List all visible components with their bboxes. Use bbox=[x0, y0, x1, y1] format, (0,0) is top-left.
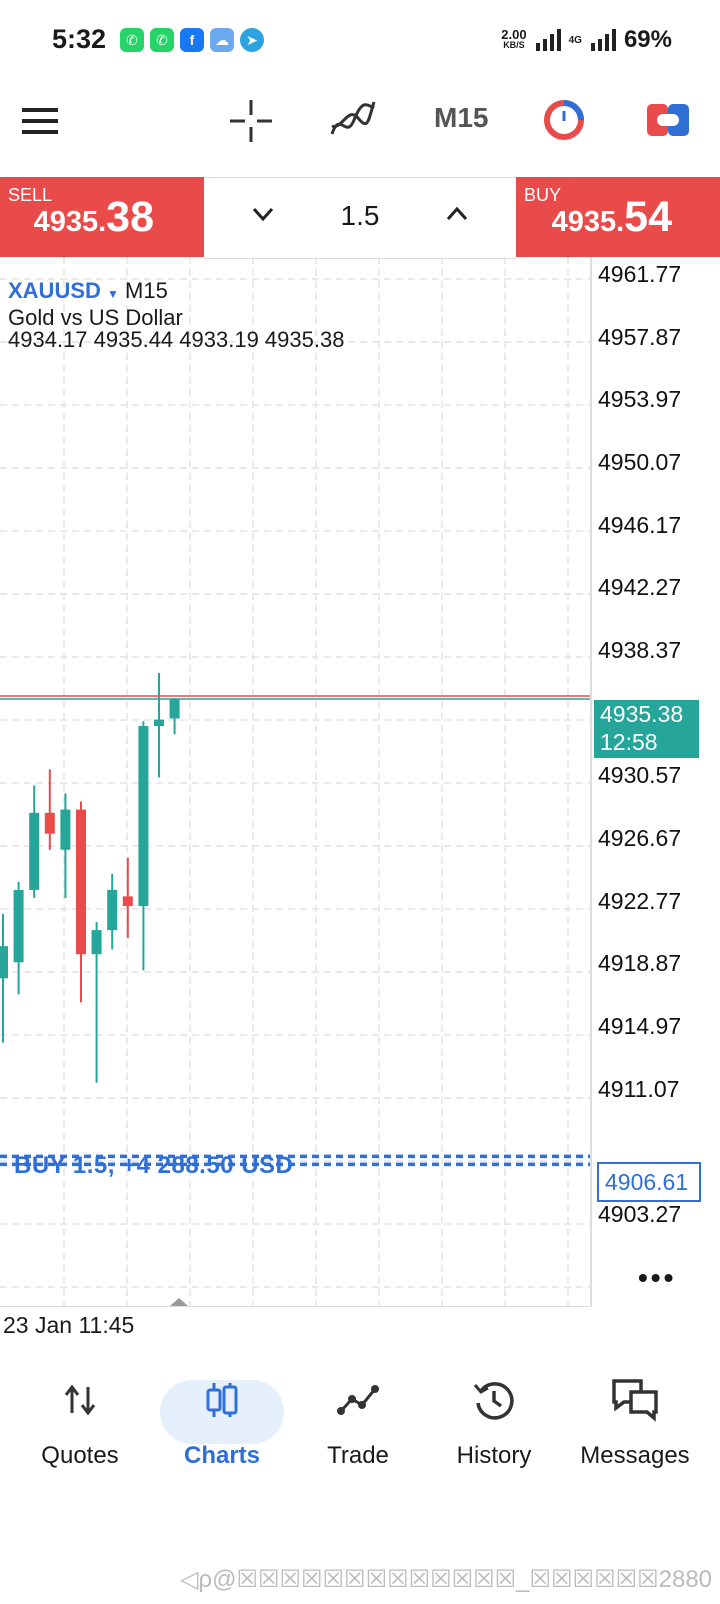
chart-grid-vertical bbox=[63, 257, 569, 1307]
more-options-icon[interactable]: ••• bbox=[638, 1262, 677, 1293]
decrease-lot-icon[interactable] bbox=[252, 206, 274, 222]
chart-toolbar: M15 bbox=[0, 80, 720, 160]
weather-icon: ☁ bbox=[210, 28, 234, 52]
price-axis-label: 4911.07 bbox=[598, 1075, 680, 1102]
price-axis-label: 4938.37 bbox=[598, 637, 682, 663]
nav-charts[interactable]: Charts bbox=[150, 1370, 294, 1470]
price-axis-label: 4918.87 bbox=[598, 950, 682, 977]
candle bbox=[169, 698, 180, 735]
symbol-timeframe: M15 bbox=[125, 278, 168, 303]
lot-size-input[interactable]: 1.5 bbox=[340, 200, 380, 231]
candle bbox=[138, 721, 149, 971]
lot-size-control: 1.5 bbox=[204, 177, 516, 259]
price-axis-label: 4903.27 bbox=[598, 1201, 682, 1227]
history-icon bbox=[473, 1382, 514, 1420]
bottom-navigation: Quotes Charts Trade bbox=[0, 1370, 720, 1500]
chart-grid-horizontal bbox=[0, 278, 590, 1288]
price-lines-layer bbox=[0, 695, 590, 1167]
trade-icon bbox=[337, 1385, 379, 1415]
candle-body bbox=[76, 809, 86, 955]
whatsapp-icon: ✆ bbox=[150, 28, 174, 52]
buy-price: 4935.54 bbox=[551, 193, 672, 241]
nav-history[interactable]: History bbox=[422, 1370, 566, 1470]
candle bbox=[13, 881, 24, 995]
symbol-description: Gold vs US Dollar bbox=[8, 305, 183, 330]
price-axis-label: 4950.07 bbox=[598, 449, 682, 475]
candle-body bbox=[122, 896, 133, 907]
candles-layer bbox=[0, 673, 180, 1083]
ohlc-values: 4934.17 4935.44 4933.19 4935.38 bbox=[8, 327, 345, 352]
candle bbox=[0, 914, 8, 1043]
increase-lot-icon[interactable] bbox=[446, 206, 468, 222]
candle bbox=[154, 673, 164, 778]
symbol-row[interactable]: XAUUSD ▼ M15 bbox=[8, 278, 168, 304]
one-click-trading-icon[interactable] bbox=[647, 104, 689, 136]
symbol-name[interactable]: XAUUSD bbox=[8, 278, 101, 303]
price-axis-label: 4922.77 bbox=[598, 887, 682, 914]
menu-icon[interactable] bbox=[22, 108, 58, 134]
telegram-icon: ➤ bbox=[240, 28, 264, 52]
order-price-tag[interactable]: 4906.61 bbox=[597, 1162, 701, 1202]
timeframe-button[interactable]: M15 bbox=[434, 102, 489, 133]
status-app-icons: ✆ ✆ f ☁ ➤ bbox=[120, 28, 264, 52]
whatsapp-icon: ✆ bbox=[120, 28, 144, 52]
candle-body bbox=[13, 889, 24, 963]
scroll-marker-icon bbox=[170, 1298, 188, 1306]
sell-price: 4935.38 bbox=[33, 193, 154, 241]
price-axis-label: 4942.27 bbox=[598, 574, 682, 601]
nav-messages[interactable]: Messages bbox=[560, 1370, 710, 1470]
current-price-tag: 4935.38 12:58 bbox=[594, 700, 699, 758]
price-axis-label: 4914.97 bbox=[598, 1013, 682, 1039]
candle bbox=[76, 801, 86, 1003]
candle-body bbox=[91, 930, 102, 955]
price-axis-label: 4930.57 bbox=[598, 762, 682, 789]
nav-trade[interactable]: Trade bbox=[286, 1370, 430, 1470]
candle bbox=[122, 857, 133, 939]
buy-button[interactable]: BUY 4935.54 bbox=[516, 177, 720, 257]
candle-body bbox=[154, 719, 164, 727]
facebook-icon: f bbox=[180, 28, 204, 52]
messages-icon bbox=[612, 1379, 658, 1422]
candle bbox=[91, 922, 102, 1083]
candle-body bbox=[107, 889, 118, 931]
status-time: 5:32 bbox=[52, 24, 107, 54]
candle bbox=[60, 793, 71, 898]
charts-icon bbox=[206, 1383, 238, 1417]
battery-level: 69% bbox=[623, 26, 672, 53]
quotes-icon bbox=[64, 1384, 96, 1416]
price-axis-label: 4926.67 bbox=[598, 825, 682, 851]
clock-icon[interactable] bbox=[543, 99, 585, 141]
candle-body bbox=[29, 812, 40, 890]
wifi-signal-icon bbox=[535, 29, 561, 51]
nav-quotes[interactable]: Quotes bbox=[8, 1370, 152, 1470]
candle bbox=[107, 873, 118, 950]
active-tab-indicator bbox=[160, 1380, 284, 1444]
candle-body bbox=[60, 809, 71, 850]
symbol-dropdown-icon[interactable]: ▼ bbox=[107, 287, 119, 301]
price-axis-label: 4953.97 bbox=[598, 386, 682, 413]
chart-date-label: 23 Jan 11:45 bbox=[3, 1312, 135, 1338]
candle-body bbox=[138, 726, 149, 907]
buy-label: BUY bbox=[524, 185, 562, 205]
net-speed: 2.00 KB/S bbox=[501, 27, 527, 50]
candle bbox=[44, 769, 55, 850]
price-axis-label: 4946.17 bbox=[598, 511, 682, 538]
candle-body bbox=[0, 946, 8, 979]
sell-label: SELL bbox=[8, 185, 53, 205]
bottom-watermark: ◁ρ@☒☒☒☒☒☒☒☒☒☒☒☒☒_☒☒☒☒☒☒2880 bbox=[180, 1566, 713, 1593]
price-chart[interactable] bbox=[0, 257, 592, 1307]
indicators-icon[interactable] bbox=[330, 100, 376, 140]
price-axis-label: 4957.87 bbox=[598, 323, 682, 350]
candle bbox=[29, 785, 40, 898]
sell-button[interactable]: SELL 4935.38 bbox=[0, 177, 204, 257]
network-type: 4G bbox=[568, 34, 582, 46]
candle-body bbox=[44, 812, 55, 834]
order-line-label[interactable]: BUY 1.5, +4 288.50 USD bbox=[14, 1152, 294, 1179]
cell-signal-icon bbox=[590, 29, 616, 51]
status-right: 2.00 KB/S 4G 69% bbox=[501, 26, 672, 54]
price-axis-label: 4961.77 bbox=[598, 261, 682, 287]
crosshair-icon[interactable] bbox=[230, 100, 272, 142]
candle-body bbox=[169, 699, 180, 719]
